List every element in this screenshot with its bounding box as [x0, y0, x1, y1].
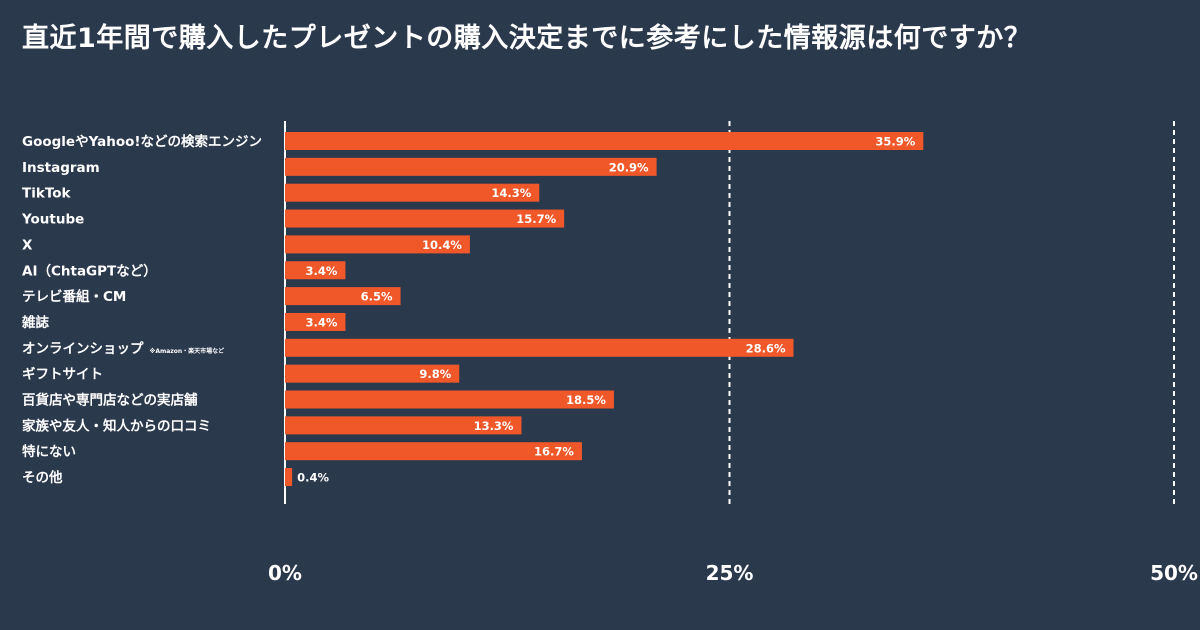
x-tick-label: 25% — [706, 561, 754, 585]
bar — [285, 312, 346, 331]
category-label-text: Youtube — [21, 212, 84, 228]
value-label: 28.6% — [746, 341, 786, 355]
bar — [285, 287, 401, 306]
category-label-text: X — [22, 237, 33, 253]
bar — [285, 364, 460, 383]
bar — [285, 209, 565, 228]
value-label: 14.3% — [491, 186, 531, 200]
category-label-text: ギフトサイト — [22, 367, 103, 383]
bar — [285, 235, 470, 254]
category-label-text: Instagram — [22, 160, 100, 176]
category-label: TikTok — [22, 186, 72, 202]
category-label: テレビ番組・CM — [22, 288, 126, 305]
bar — [285, 261, 346, 280]
value-label: 15.7% — [516, 212, 556, 226]
bar — [285, 132, 924, 150]
category-label: その他 — [22, 469, 63, 486]
bar — [285, 468, 293, 487]
category-label-text: 百貨店や専門店などの実店舗 — [22, 392, 198, 409]
value-label: 3.4% — [306, 315, 338, 329]
category-label-text: GoogleやYahoo!などの検索エンジン — [22, 133, 262, 150]
value-label: 3.4% — [306, 264, 338, 278]
category-label: 家族や友人・知人からの口コミ — [22, 417, 211, 434]
bar — [285, 416, 522, 435]
category-label: ギフトサイト — [22, 367, 103, 383]
category-label-text: 雑誌 — [21, 314, 49, 331]
category-label: X — [22, 237, 33, 253]
category-label: オンラインショップ ※Amazon・楽天市場など — [22, 341, 224, 357]
category-note: ※Amazon・楽天市場など — [150, 347, 225, 355]
value-label: 10.4% — [422, 238, 462, 252]
category-label-text: テレビ番組・CM — [22, 288, 126, 305]
category-label: 特にない — [22, 443, 76, 460]
category-label: Instagram — [22, 160, 100, 176]
category-label-text: TikTok — [22, 186, 72, 202]
bar — [285, 390, 614, 409]
value-label: 9.8% — [419, 367, 451, 381]
bar — [285, 442, 582, 461]
category-label-text: 家族や友人・知人からの口コミ — [22, 417, 211, 434]
category-label: GoogleやYahoo!などの検索エンジン — [22, 133, 262, 150]
value-label: 20.9% — [609, 160, 649, 174]
category-label: 百貨店や専門店などの実店舗 — [22, 392, 198, 409]
bar — [285, 157, 657, 176]
category-label-text: AI（ChtaGPTなど） — [22, 263, 157, 279]
chart-title: 直近1年間で購入したプレゼントの購入決定までに参考にした情報源は何ですか？ — [22, 23, 1032, 54]
value-label: 13.3% — [474, 419, 514, 433]
category-label: AI（ChtaGPTなど） — [22, 263, 157, 279]
value-label: 0.4% — [297, 471, 329, 485]
category-label-text: オンラインショップ — [22, 341, 144, 357]
category-label-text: 特にない — [22, 443, 76, 460]
value-label: 35.9% — [875, 135, 915, 149]
category-label: 雑誌 — [21, 314, 49, 331]
x-tick-label: 0% — [268, 561, 302, 585]
value-label: 6.5% — [361, 290, 393, 304]
category-label-text: その他 — [22, 469, 63, 486]
value-label: 18.5% — [566, 393, 606, 407]
value-label: 16.7% — [534, 445, 574, 459]
bar — [285, 338, 794, 357]
bar — [285, 183, 540, 202]
x-tick-label: 50% — [1150, 561, 1198, 585]
category-label: Youtube — [21, 212, 84, 228]
